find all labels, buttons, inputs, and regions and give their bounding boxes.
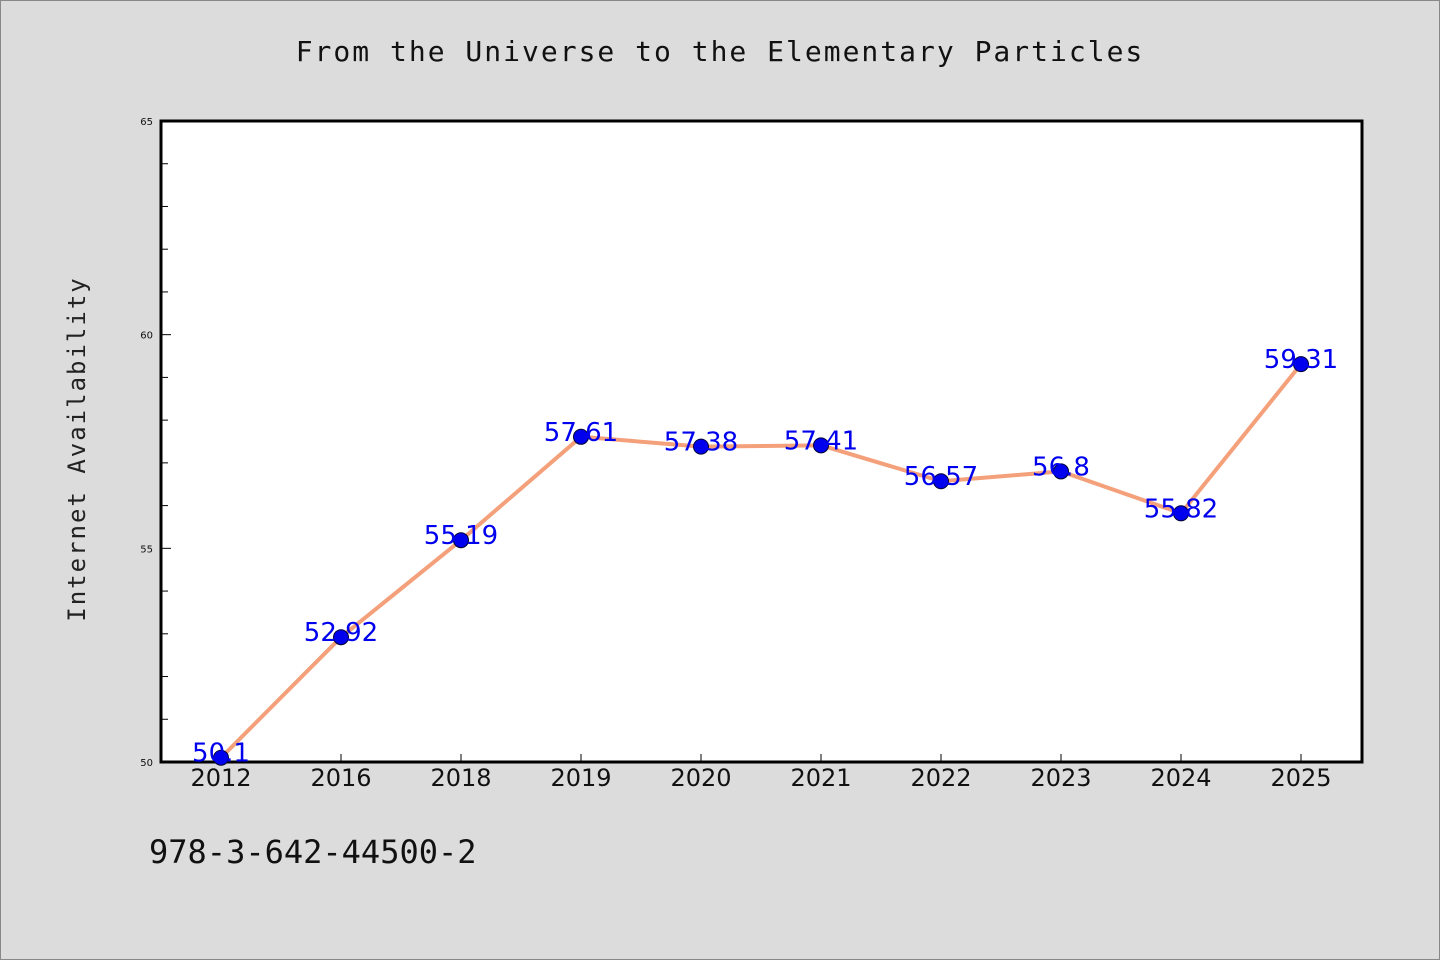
data-label: 59.31 xyxy=(1264,345,1338,375)
x-tick-label: 2020 xyxy=(670,764,731,792)
data-point xyxy=(1293,356,1309,373)
x-tick-label: 2019 xyxy=(550,764,611,792)
data-point xyxy=(213,749,229,766)
x-tick-label: 2016 xyxy=(310,764,371,792)
data-point xyxy=(573,428,589,445)
data-label: 57.61 xyxy=(544,418,618,448)
y-tick-label: 65 xyxy=(140,117,153,128)
data-point xyxy=(933,473,949,490)
y-tick-label: 50 xyxy=(140,758,153,769)
y-tick-label: 60 xyxy=(140,331,153,342)
x-tick-label: 2022 xyxy=(910,764,971,792)
data-point xyxy=(1053,463,1069,480)
data-label: 57.41 xyxy=(784,426,858,456)
plot-area xyxy=(159,119,1364,764)
data-point xyxy=(333,629,349,646)
x-tick-label: 2025 xyxy=(1270,764,1331,792)
x-tick-label: 2018 xyxy=(430,764,491,792)
x-tick-label: 2021 xyxy=(790,764,851,792)
data-label: 55.19 xyxy=(424,521,498,551)
data-label: 56.57 xyxy=(904,462,978,492)
x-tick-label: 2023 xyxy=(1030,764,1091,792)
data-label: 57.38 xyxy=(664,428,738,458)
x-tick-label: 2024 xyxy=(1150,764,1211,792)
data-point xyxy=(693,438,709,455)
data-label: 52.92 xyxy=(304,618,378,648)
data-label: 50.1 xyxy=(192,739,250,769)
data-label: 55.82 xyxy=(1144,494,1218,524)
chart-title: From the Universe to the Elementary Part… xyxy=(295,35,1145,68)
series-line xyxy=(219,362,1303,760)
data-point xyxy=(1173,505,1189,522)
y-tick-label: 55 xyxy=(140,544,153,555)
footer-isbn: 978-3-642-44500-2 xyxy=(149,833,477,871)
data-point xyxy=(813,437,829,454)
x-tick-label: 2012 xyxy=(190,764,251,792)
data-point xyxy=(453,532,469,549)
data-label: 56.8 xyxy=(1032,452,1090,482)
